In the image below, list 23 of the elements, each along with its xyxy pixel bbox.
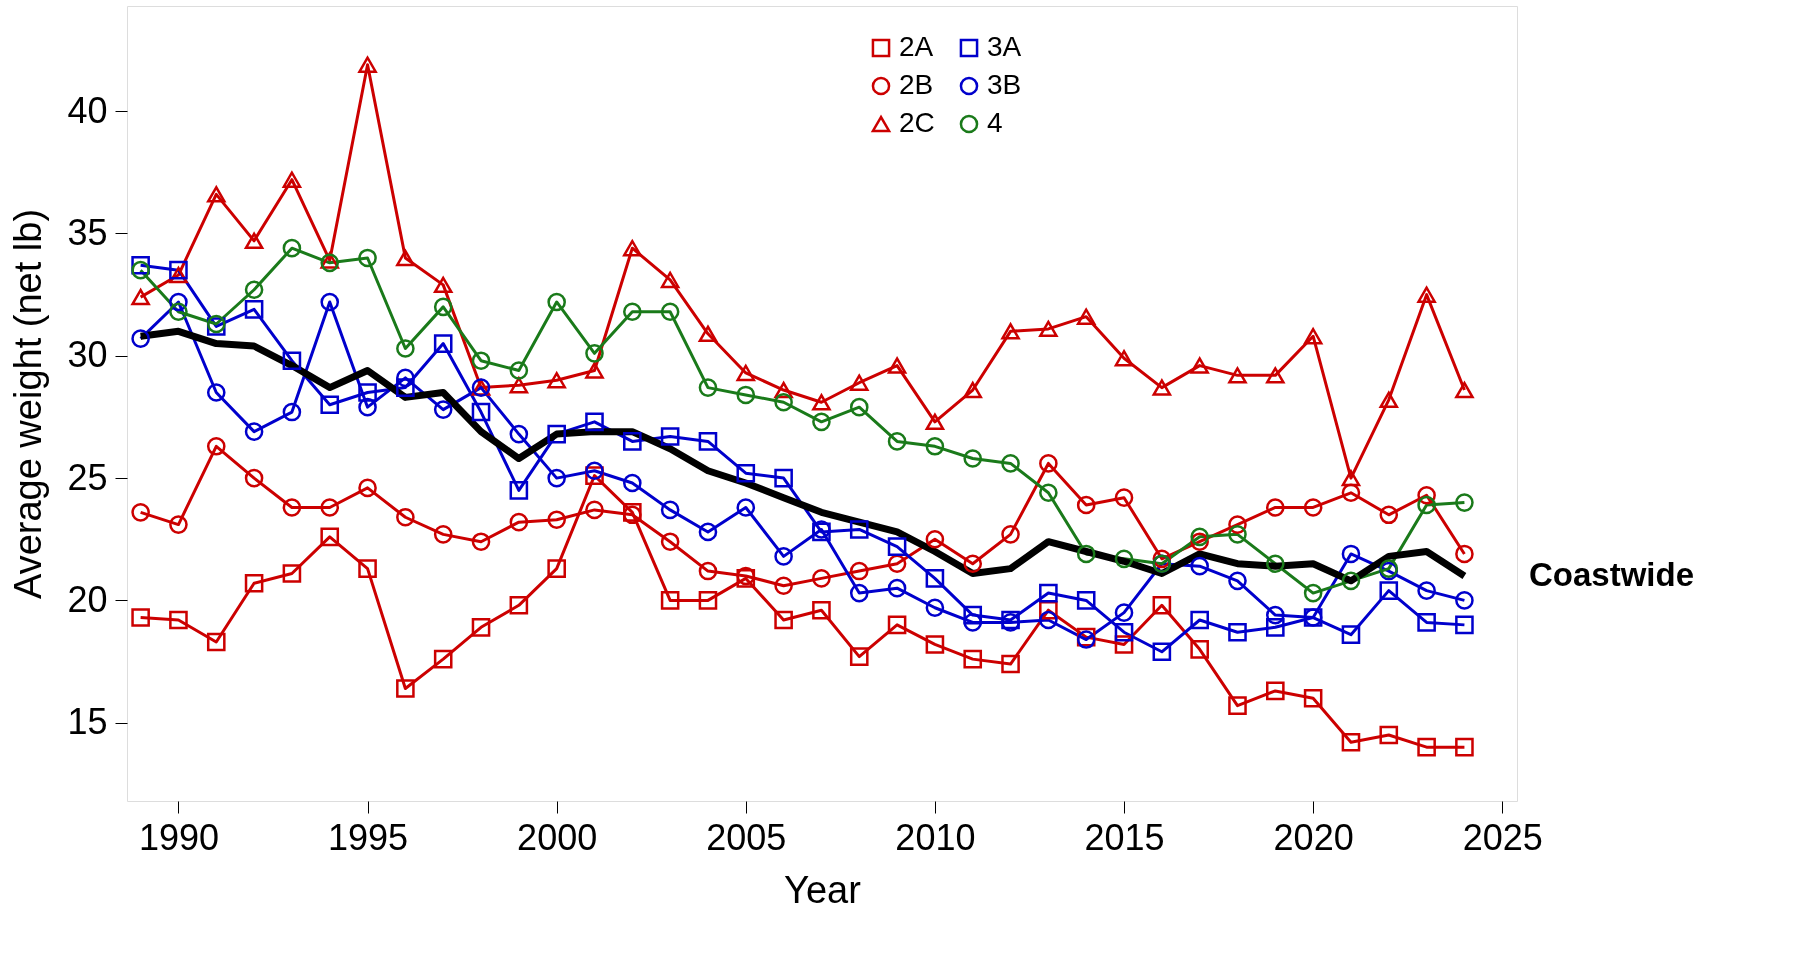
x-axis-title: Year — [784, 868, 862, 911]
y-tick-label: 35 — [67, 211, 108, 253]
y-tick-label: 40 — [67, 89, 108, 131]
legend-label: 2A — [899, 31, 934, 62]
x-tick-label: 2000 — [517, 816, 598, 858]
x-tick-label: 2015 — [1084, 816, 1165, 858]
x-tick-label: 2010 — [895, 816, 976, 858]
y-tick-label: 15 — [67, 701, 108, 743]
legend-label: 3A — [987, 31, 1022, 62]
x-tick-label: 1995 — [328, 816, 409, 858]
legend-label: 3B — [987, 69, 1022, 100]
y-tick-label: 25 — [67, 456, 108, 498]
x-tick-label: 1990 — [138, 816, 219, 858]
legend-label: 2C — [899, 107, 935, 138]
x-tick-label: 2020 — [1273, 816, 1354, 858]
legend-label: 4 — [987, 107, 1003, 138]
series-label: Coastwide — [1529, 555, 1695, 593]
legend-label: 2B — [899, 69, 934, 100]
y-tick-label: 20 — [67, 578, 108, 620]
y-tick-label: 30 — [67, 334, 108, 376]
x-tick-label: 2005 — [706, 816, 787, 858]
x-tick-label: 2025 — [1462, 816, 1543, 858]
y-axis-title: Average weight (net lb) — [7, 208, 50, 600]
